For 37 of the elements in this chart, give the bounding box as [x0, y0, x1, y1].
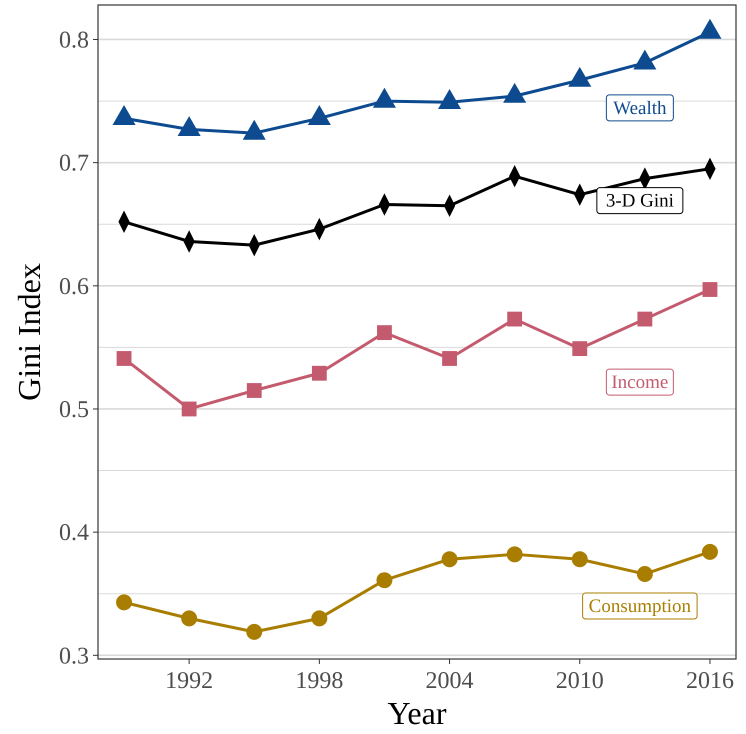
y-tick-label: 0.7	[59, 150, 89, 177]
series-label: Consumption	[588, 596, 692, 618]
y-tick-label: 0.4	[59, 520, 89, 546]
x-tick-label: 1992	[165, 668, 214, 694]
point	[636, 566, 653, 582]
y-tick-label: 0.3	[59, 643, 89, 670]
point	[116, 351, 132, 366]
x-tick-label: 2010	[556, 668, 604, 694]
point	[246, 624, 262, 640]
series-label: Income	[611, 372, 668, 394]
point	[702, 282, 718, 297]
point	[702, 544, 718, 560]
point	[312, 366, 327, 381]
point	[182, 402, 197, 416]
point	[572, 551, 588, 568]
point	[637, 312, 652, 326]
x-axis-title: Year	[388, 695, 447, 731]
point	[376, 572, 392, 588]
point	[246, 383, 262, 398]
point	[572, 341, 588, 356]
x-tick-label: 2004	[426, 668, 474, 694]
point	[442, 551, 458, 568]
x-tick-label: 1998	[295, 668, 344, 694]
point	[181, 610, 198, 626]
series-label: Wealth	[613, 98, 668, 119]
point	[311, 610, 328, 626]
series-label: 3-D Gini	[606, 190, 674, 212]
y-tick-label: 0.6	[59, 274, 89, 300]
point	[507, 312, 522, 326]
point	[377, 325, 392, 340]
x-tick-label: 2016	[686, 668, 734, 694]
point	[442, 351, 457, 366]
point	[506, 546, 523, 562]
y-axis-title: Gini Index	[11, 263, 47, 401]
y-tick-label: 0.8	[59, 27, 89, 54]
y-tick-label: 0.5	[59, 396, 89, 423]
point	[116, 594, 132, 610]
